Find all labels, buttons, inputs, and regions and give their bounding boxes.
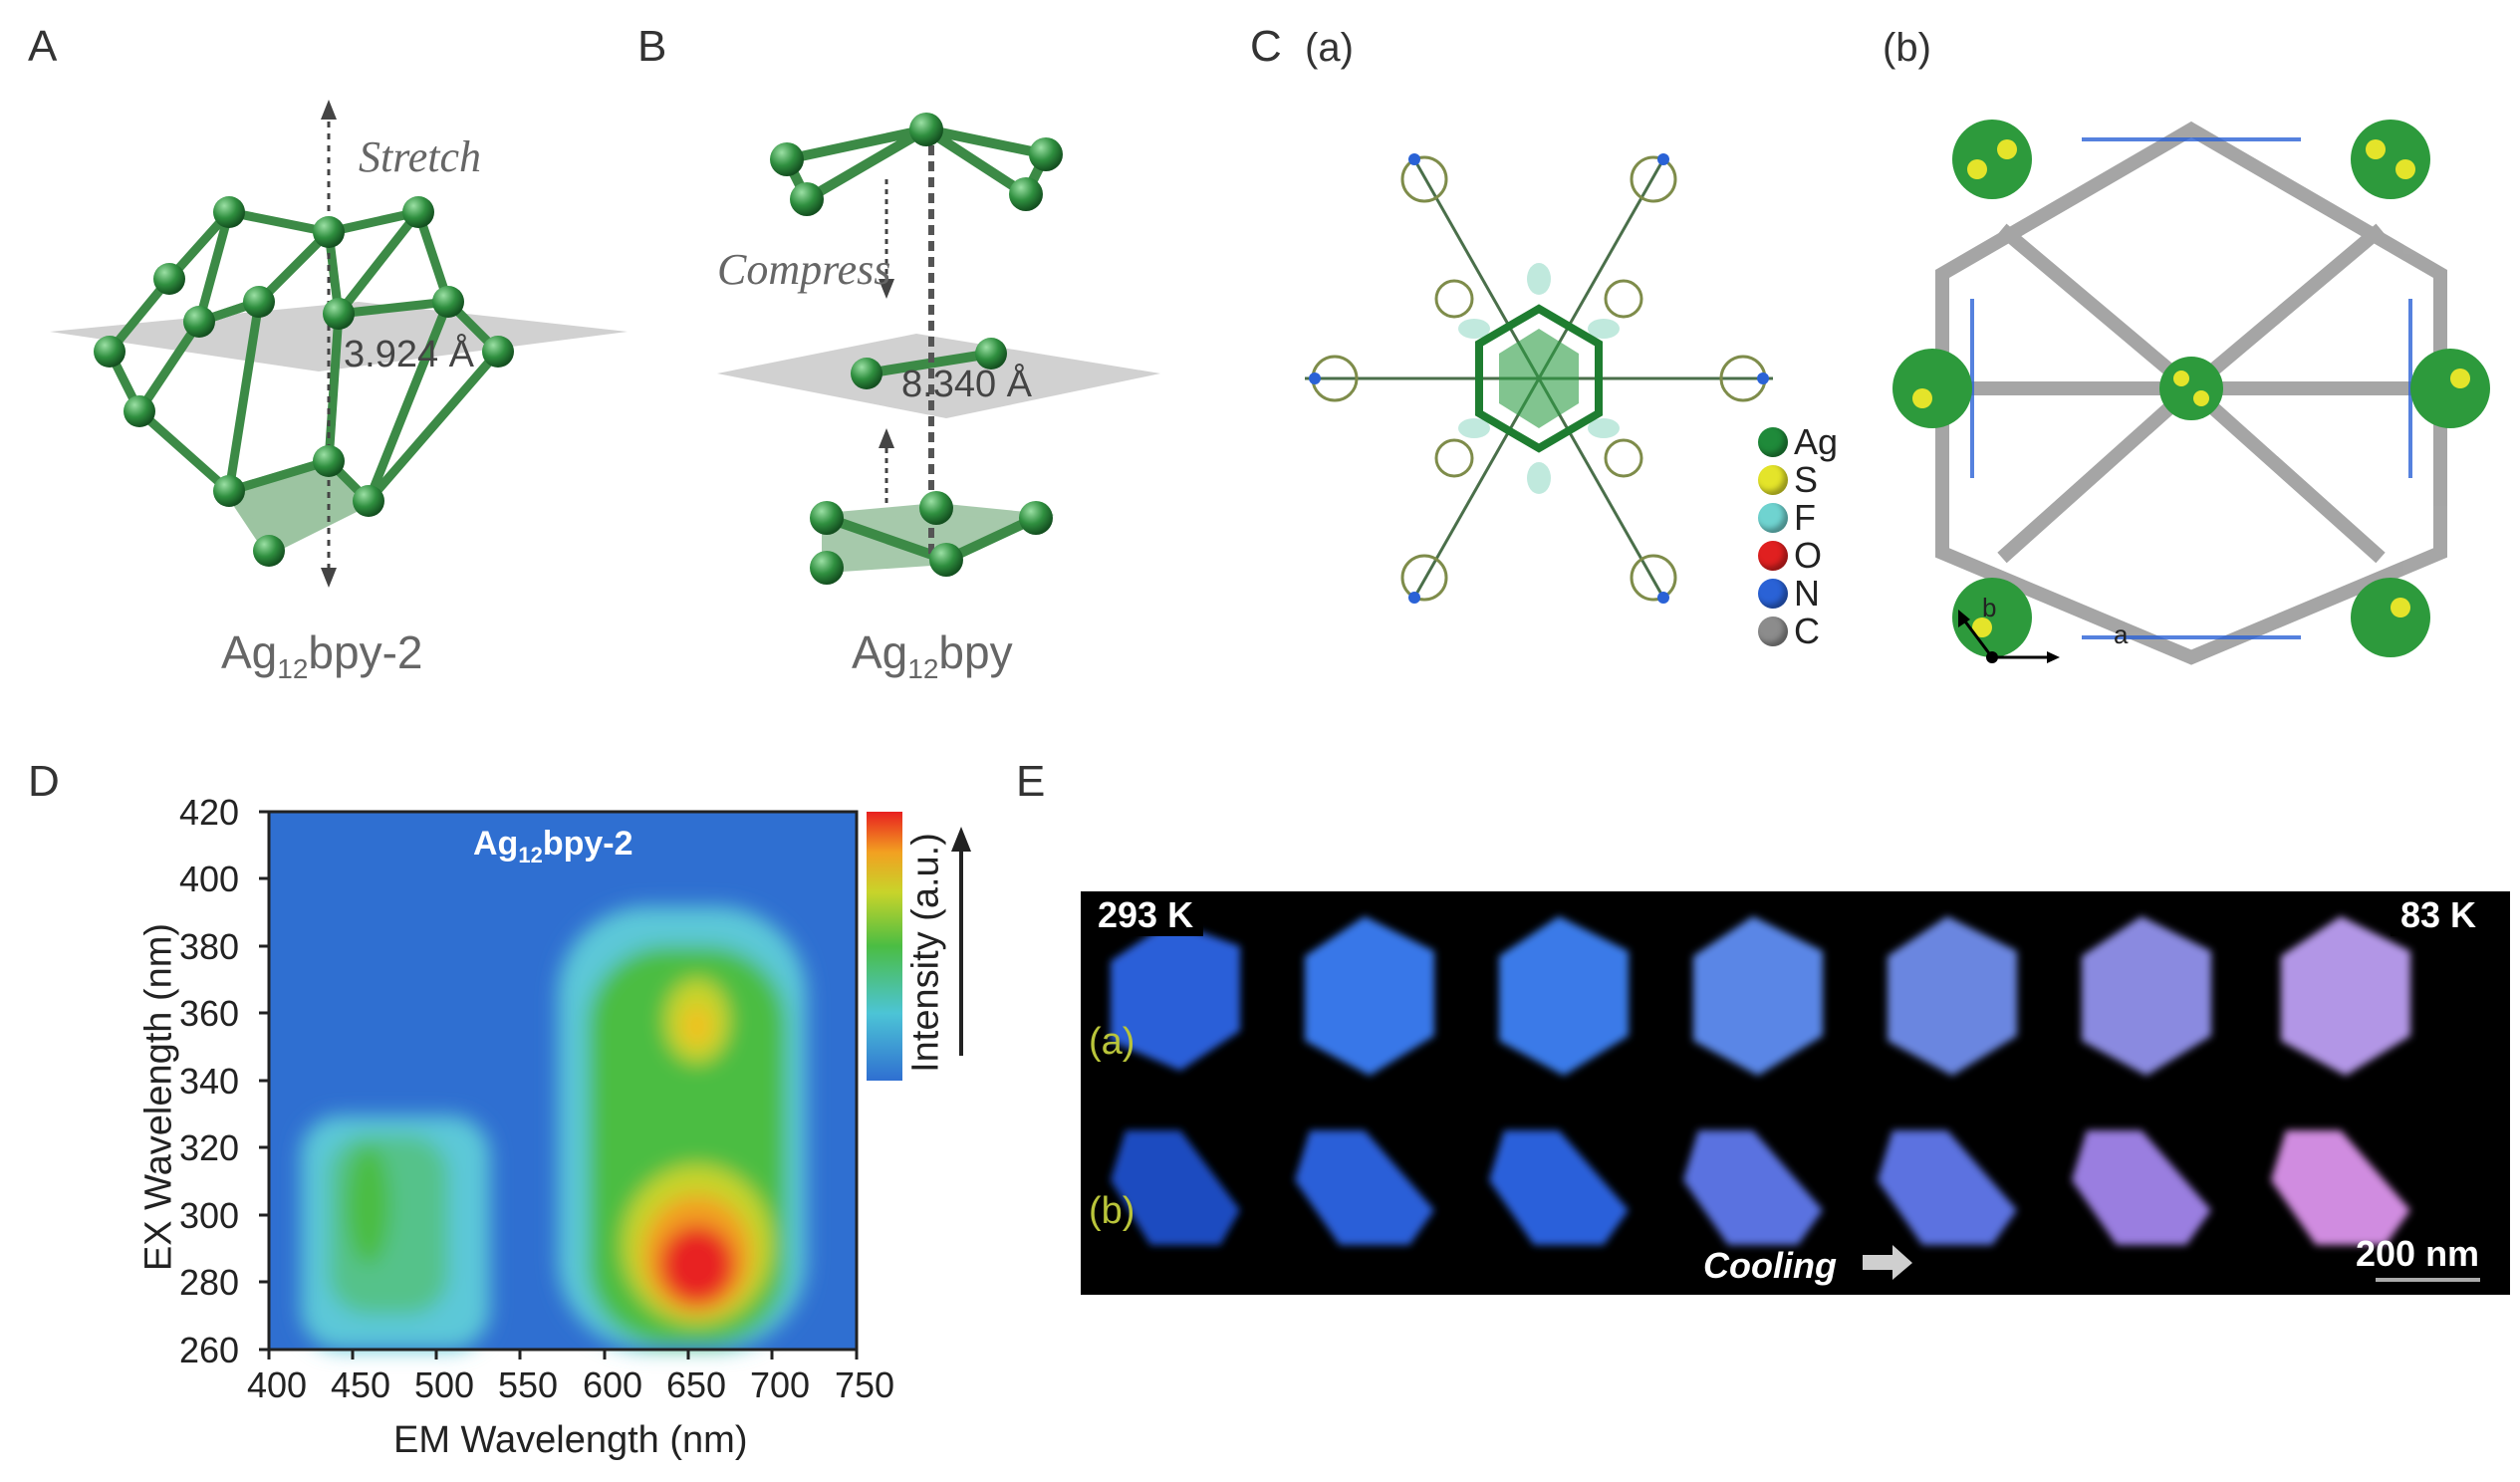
x-tick: 550 (498, 1364, 559, 1405)
panel-a-cluster-diagram (50, 100, 628, 588)
y-tick: 420 (179, 792, 240, 833)
f-atom-icon (1758, 503, 1788, 533)
y-tick: 280 (179, 1262, 240, 1303)
y-tick: 380 (179, 926, 240, 967)
y-tick: 400 (179, 859, 240, 899)
legend-item-o: O (1758, 535, 1838, 576)
y-tick: 300 (179, 1195, 240, 1236)
x-tick: 450 (331, 1364, 391, 1405)
x-tick: 650 (666, 1364, 727, 1405)
x-tick: 700 (750, 1364, 811, 1405)
s-atom-icon (1758, 465, 1788, 495)
x-tick: 500 (414, 1364, 475, 1405)
cooling-arrow-icon (1863, 1245, 1912, 1280)
colorbar-label: Intensity (a.u.) (904, 833, 947, 1073)
map-title: Ag12bpy-2 (473, 825, 633, 867)
excitation-emission-map (259, 810, 971, 1359)
panel-b-caption: Ag12bpy (852, 626, 1013, 685)
distance-label-b: 8.340 Å (901, 364, 1032, 405)
panel-c-letter: C (1250, 22, 1282, 71)
stretch-annotation: Stretch (359, 132, 481, 181)
x-tick: 750 (835, 1364, 895, 1405)
scale-bar-label: 200 nm (2356, 1233, 2480, 1274)
panel-a-caption: Ag12bpy-2 (221, 626, 423, 685)
panel-d-letter: D (28, 757, 60, 806)
panel-c-sub-b: (b) (1883, 26, 1931, 70)
crystal-packing-b (1892, 120, 2490, 665)
o-atom-icon (1758, 541, 1788, 571)
legend-item-n: N (1758, 573, 1838, 614)
n-atom-icon (1758, 579, 1788, 609)
panel-e-letter: E (1016, 757, 1046, 806)
crystal-structure-a (1305, 153, 1773, 604)
temperature-start-label: 293 K (1088, 894, 1204, 936)
x-tick: 400 (247, 1364, 308, 1405)
compress-annotation: Compress (717, 245, 891, 294)
legend-item-s: S (1758, 459, 1838, 500)
c-atom-icon (1758, 617, 1788, 646)
atom-legend: Ag S F O N C (1758, 421, 1838, 651)
heatmap-plot-area (259, 810, 859, 1359)
distance-label-a: 3.924 Å (344, 334, 474, 375)
colorbar (867, 812, 902, 1081)
panel-b-letter: B (637, 22, 667, 71)
axis-b-label: b (1982, 593, 1997, 622)
y-tick: 360 (179, 993, 240, 1034)
cooling-label: Cooling (1703, 1245, 1837, 1286)
axis-a-label: a (2114, 619, 2129, 649)
row-a-label: (a) (1089, 1021, 1135, 1063)
legend-item-c: C (1758, 611, 1838, 651)
legend-item-f: F (1758, 497, 1838, 538)
panel-b-cluster-diagram (717, 113, 1160, 585)
y-tick: 320 (179, 1127, 240, 1168)
legend-item-ag: Ag (1758, 421, 1838, 462)
y-axis-title: EX Wavelength (nm) (137, 922, 180, 1272)
panel-c-sub-a: (a) (1305, 26, 1354, 70)
x-axis-title: EM Wavelength (nm) (393, 1419, 748, 1461)
luminescence-micrographs (1081, 891, 2510, 1295)
ag-atom-icon (1758, 427, 1788, 457)
y-tick: 260 (179, 1330, 240, 1370)
y-tick: 340 (179, 1061, 240, 1102)
temperature-end-label: 83 K (2391, 894, 2487, 936)
panel-a-letter: A (28, 22, 58, 71)
x-tick: 600 (583, 1364, 643, 1405)
row-b-label: (b) (1089, 1190, 1135, 1232)
